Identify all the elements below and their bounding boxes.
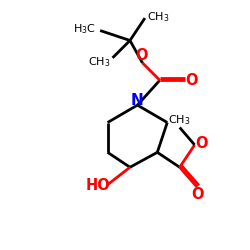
Text: N: N [131,93,144,108]
Text: O: O [191,186,203,202]
Text: H$_3$C: H$_3$C [73,22,96,36]
Text: CH$_3$: CH$_3$ [168,114,191,128]
Text: CH$_3$: CH$_3$ [88,55,110,68]
Text: O: O [195,136,208,151]
Text: CH$_3$: CH$_3$ [146,10,169,24]
Text: O: O [136,48,148,64]
Text: HO: HO [86,178,110,194]
Text: O: O [186,73,198,88]
